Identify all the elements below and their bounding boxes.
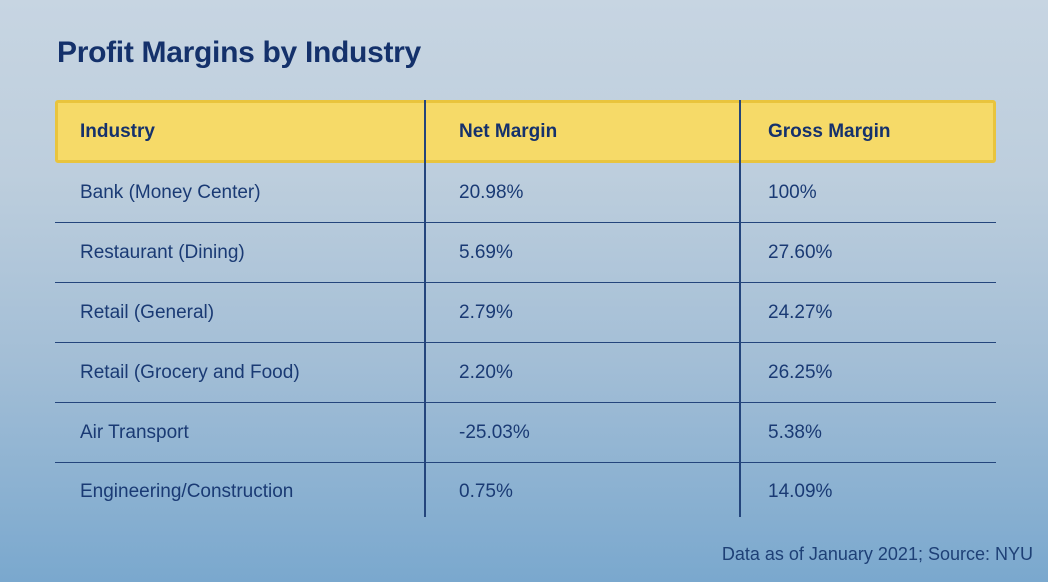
table-row: Retail (General) 2.79% 24.27% xyxy=(55,283,996,343)
table-row: Engineering/Construction 0.75% 14.09% xyxy=(55,463,996,520)
cell-gross-margin: 27.60% xyxy=(768,241,833,263)
column-header-industry: Industry xyxy=(80,120,155,142)
table-body: Bank (Money Center) 20.98% 100% Restaura… xyxy=(55,163,996,520)
cell-net-margin: 20.98% xyxy=(459,181,524,203)
cell-net-margin: -25.03% xyxy=(459,421,530,443)
cell-net-margin: 2.79% xyxy=(459,301,513,323)
table-row: Restaurant (Dining) 5.69% 27.60% xyxy=(55,223,996,283)
column-divider xyxy=(424,100,426,517)
cell-industry: Retail (Grocery and Food) xyxy=(80,361,300,383)
cell-net-margin: 5.69% xyxy=(459,241,513,263)
column-header-gross-margin: Gross Margin xyxy=(768,120,891,142)
table-row: Retail (Grocery and Food) 2.20% 26.25% xyxy=(55,343,996,403)
page-title: Profit Margins by Industry xyxy=(57,36,421,69)
cell-gross-margin: 14.09% xyxy=(768,480,833,502)
cell-gross-margin: 100% xyxy=(768,181,817,203)
column-divider xyxy=(739,100,741,517)
cell-industry: Engineering/Construction xyxy=(80,480,294,502)
cell-industry: Air Transport xyxy=(80,421,189,443)
cell-net-margin: 2.20% xyxy=(459,361,513,383)
table-row: Air Transport -25.03% 5.38% xyxy=(55,403,996,463)
cell-gross-margin: 26.25% xyxy=(768,361,833,383)
cell-industry: Retail (General) xyxy=(80,301,215,323)
column-header-net-margin: Net Margin xyxy=(459,120,558,142)
table-row: Bank (Money Center) 20.98% 100% xyxy=(55,163,996,223)
cell-gross-margin: 24.27% xyxy=(768,301,833,323)
table-header-row: Industry Net Margin Gross Margin xyxy=(55,100,996,163)
cell-gross-margin: 5.38% xyxy=(768,421,822,443)
cell-industry: Bank (Money Center) xyxy=(80,181,261,203)
profit-margins-table: Industry Net Margin Gross Margin Bank (M… xyxy=(55,100,996,520)
cell-net-margin: 0.75% xyxy=(459,480,513,502)
source-note: Data as of January 2021; Source: NYU xyxy=(721,544,1033,564)
cell-industry: Restaurant (Dining) xyxy=(80,241,245,263)
